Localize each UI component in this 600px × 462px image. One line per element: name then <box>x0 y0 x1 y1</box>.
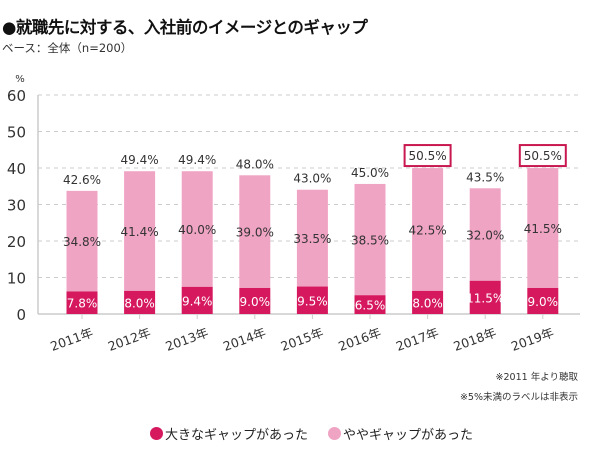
bar-large-gap <box>239 287 271 314</box>
legend-dot-some-gap-icon <box>328 427 342 440</box>
bar-large-gap <box>296 286 328 314</box>
bar-label-large-gap: 9.4% <box>182 294 213 308</box>
x-tick-label: 2018年 <box>451 325 498 354</box>
bar-large-gap <box>527 287 559 314</box>
bar-large-gap <box>354 295 386 314</box>
bar-some-gap <box>354 183 386 296</box>
total-label: 43.0% <box>293 172 331 186</box>
total-label: 43.5% <box>466 170 504 184</box>
x-tick-label: 2011年 <box>48 325 95 354</box>
bar-label-large-gap: 6.5% <box>355 299 386 313</box>
x-tick-label: 2016年 <box>336 325 383 354</box>
y-tick-label: 20 <box>7 233 26 251</box>
y-tick-label: 0 <box>16 306 26 324</box>
bar-label-some-gap: 41.5% <box>524 222 562 236</box>
bar-label-some-gap: 38.5% <box>351 234 389 248</box>
bar-some-gap <box>412 168 444 291</box>
bar-large-gap <box>469 280 501 314</box>
total-highlight-box <box>518 144 567 168</box>
y-tick-label: 50 <box>7 124 26 142</box>
bar-large-gap <box>181 286 213 314</box>
stacked-bar-chart: 0 10 20 30 40 50 60% 7.8% 34.8% 42.6% 2011年 8.0% 41.… <box>7 74 580 354</box>
bar-label-large-gap: 7.8% <box>67 297 98 311</box>
total-label: 49.4% <box>178 153 216 167</box>
legend-item-large-gap: 大きなギャップがあった <box>150 424 308 443</box>
legend-label-some-gap: ややギャップがあった <box>343 428 474 443</box>
legend-item-some-gap: ややギャップがあった <box>328 424 473 443</box>
bar-label-some-gap: 41.4% <box>121 225 159 239</box>
x-tick-label: 2014年 <box>221 325 268 354</box>
y-tick-label: 30 <box>7 197 26 215</box>
bar-some-gap <box>239 175 271 288</box>
x-tick-label: 2017年 <box>394 325 441 354</box>
total-label: 42.6% <box>63 173 101 187</box>
y-tick-label: 40 <box>7 160 26 178</box>
total-label: 50.5% <box>524 149 562 163</box>
x-tick-label: 2013年 <box>163 325 210 354</box>
y-tick-label: 60 <box>7 87 26 105</box>
legend-label-large-gap: 大きなギャップがあった <box>165 428 309 443</box>
total-label: 45.0% <box>351 166 389 180</box>
bar-label-large-gap: 9.5% <box>297 294 328 308</box>
total-label: 50.5% <box>409 149 447 163</box>
bar-label-some-gap: 40.0% <box>178 223 216 237</box>
bar-label-some-gap: 39.0% <box>236 226 274 240</box>
bar-some-gap <box>296 189 328 287</box>
x-tick-label: 2019年 <box>509 325 556 354</box>
bar-label-some-gap: 34.8% <box>63 235 101 249</box>
bar-label-some-gap: 33.5% <box>293 232 331 246</box>
bar-label-some-gap: 42.5% <box>409 223 447 237</box>
total-highlight-box <box>403 144 452 168</box>
note-since-2011: ※2011 年より聴取 <box>495 372 578 383</box>
y-tick-label: 10 <box>7 270 26 288</box>
bar-some-gap <box>124 171 156 291</box>
bar-large-gap <box>66 291 98 314</box>
bar-label-large-gap: 9.0% <box>240 295 271 309</box>
chart-title: ●就職先に対する、入社前のイメージとのギャップ <box>2 18 368 37</box>
bar-some-gap <box>66 190 98 292</box>
bar-label-large-gap: 11.5% <box>466 291 504 305</box>
total-label: 49.4% <box>121 153 159 167</box>
chart-subtitle: ベース：全体（n=200） <box>2 41 133 55</box>
note-hidden-labels: ※5%未満のラベルは非表示 <box>459 392 578 403</box>
chart-notes: ※2011 年より聴取 ※5%未満のラベルは非表示 <box>460 368 578 408</box>
bar-large-gap <box>124 290 156 314</box>
bar-label-large-gap: 8.0% <box>124 296 155 310</box>
x-tick-label: 2012年 <box>106 325 153 354</box>
bar-some-gap <box>181 171 213 287</box>
chart-legend: 大きなギャップがあった ややギャップがあった <box>150 424 473 443</box>
x-tick-label: 2015年 <box>279 325 326 354</box>
bar-label-large-gap: 8.0% <box>412 296 443 310</box>
bar-label-large-gap: 9.0% <box>528 295 559 309</box>
bar-some-gap <box>527 168 559 288</box>
bar-some-gap <box>469 188 501 281</box>
total-label: 48.0% <box>236 157 274 171</box>
bar-label-some-gap: 32.0% <box>466 229 504 243</box>
legend-dot-large-gap-icon <box>150 427 163 440</box>
y-axis-unit: % <box>15 74 25 85</box>
bar-large-gap <box>412 290 444 314</box>
